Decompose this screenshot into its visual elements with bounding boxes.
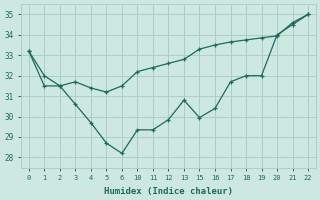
X-axis label: Humidex (Indice chaleur): Humidex (Indice chaleur) (104, 187, 233, 196)
